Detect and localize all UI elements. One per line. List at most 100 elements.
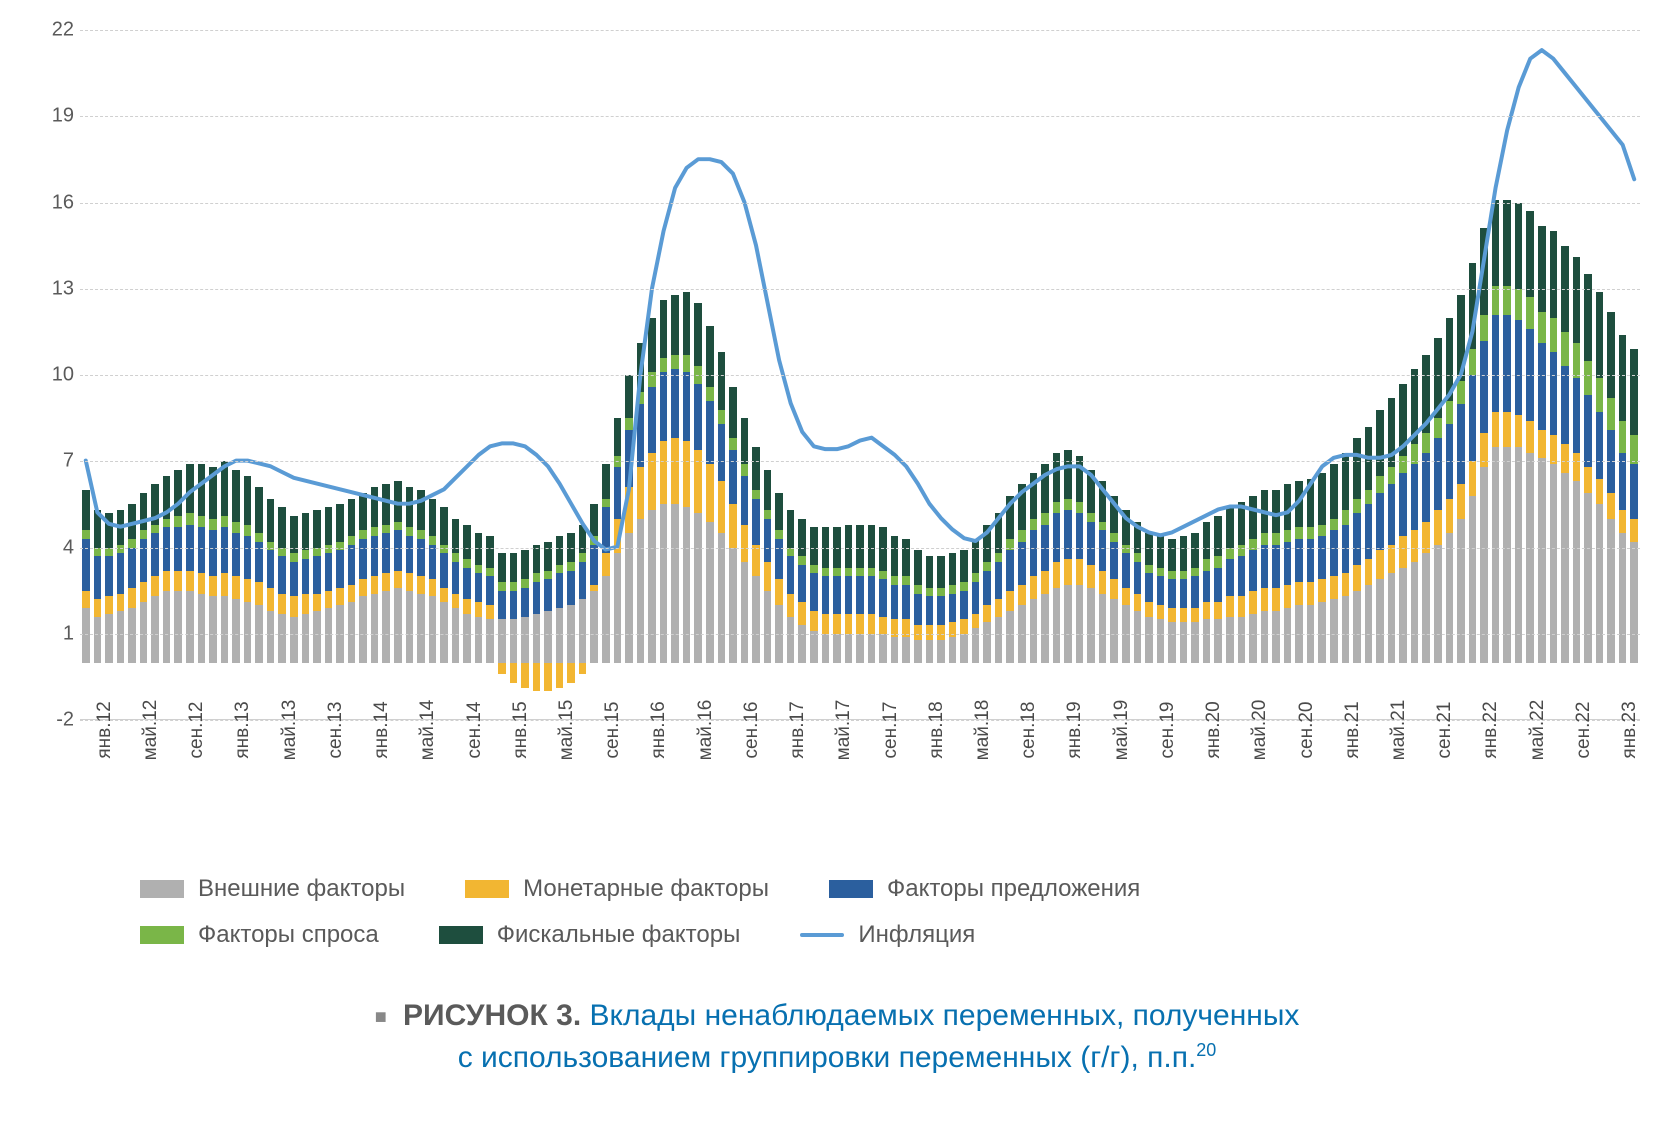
bar-segment-monetary bbox=[440, 588, 448, 602]
bar-segment-monetary bbox=[764, 562, 772, 591]
bar-segment-demand bbox=[706, 387, 714, 401]
bar-segment-fiscal bbox=[1110, 496, 1118, 533]
bar-segment-monetary bbox=[1087, 565, 1095, 588]
bar-segment-external bbox=[1168, 622, 1176, 662]
bar-segment-supply bbox=[972, 582, 980, 614]
bar-segment-demand bbox=[140, 530, 148, 539]
legend-label: Монетарные факторы bbox=[523, 875, 769, 903]
legend-item: Инфляция bbox=[800, 921, 975, 949]
bar-segment-monetary bbox=[105, 596, 113, 613]
bar-segment-monetary bbox=[82, 591, 90, 608]
bar-segment-fiscal bbox=[221, 461, 229, 516]
bar-segment-demand bbox=[128, 539, 136, 548]
bar-segment-external bbox=[1342, 596, 1350, 662]
bar-segment-demand bbox=[313, 548, 321, 557]
bar-segment-supply bbox=[926, 596, 934, 625]
bar-segment-monetary bbox=[255, 582, 263, 605]
bar-segment-supply bbox=[683, 372, 691, 441]
bar-segment-demand bbox=[325, 545, 333, 554]
bar-segment-fiscal bbox=[1492, 200, 1500, 286]
bar-segment-demand bbox=[891, 576, 899, 585]
bar-segment-supply bbox=[1099, 530, 1107, 570]
bar-segment-supply bbox=[336, 550, 344, 587]
bar-segment-external bbox=[960, 634, 968, 663]
bar-segment-external bbox=[1053, 588, 1061, 663]
bar-segment-fiscal bbox=[94, 510, 102, 547]
legend-label: Фискальные факторы bbox=[497, 921, 741, 949]
bar-segment-monetary bbox=[729, 504, 737, 547]
bar-segment-monetary bbox=[1064, 559, 1072, 585]
bar-segment-external bbox=[140, 602, 148, 662]
bar-segment-monetary bbox=[1006, 591, 1014, 611]
bar-segment-demand bbox=[382, 525, 390, 534]
bar-segment-supply bbox=[1469, 375, 1477, 461]
bar-segment-fiscal bbox=[498, 553, 506, 582]
bar-segment-external bbox=[671, 504, 679, 662]
x-tick-label: янв.21 bbox=[1342, 701, 1364, 758]
bar-segment-fiscal bbox=[1411, 369, 1419, 444]
legend-swatch bbox=[465, 880, 509, 898]
bar-segment-external bbox=[1411, 562, 1419, 663]
bar-segment-external bbox=[787, 617, 795, 663]
bar-segment-external bbox=[1457, 519, 1465, 663]
bar-segment-monetary bbox=[694, 450, 702, 513]
bar-segment-demand bbox=[822, 568, 830, 577]
caption-text-2: с использованием группировки переменных … bbox=[458, 1041, 1197, 1074]
bar-segment-monetary bbox=[1353, 565, 1361, 591]
bar-segment-external bbox=[902, 637, 910, 663]
bar-segment-external bbox=[752, 576, 760, 662]
y-tick-label: 10 bbox=[52, 364, 74, 387]
bar-segment-supply bbox=[1515, 320, 1523, 415]
bar-segment-demand bbox=[845, 568, 853, 577]
bar-segment-external bbox=[1087, 588, 1095, 663]
bar-segment-supply bbox=[359, 539, 367, 579]
bar-segment-supply bbox=[648, 387, 656, 453]
bar-segment-demand bbox=[209, 519, 217, 531]
bar-segment-demand bbox=[1365, 490, 1373, 504]
bar-segment-demand bbox=[1191, 568, 1199, 577]
x-tick-label: май.15 bbox=[556, 700, 578, 761]
bar-segment-supply bbox=[1630, 464, 1638, 519]
legend-label: Внешние факторы bbox=[198, 875, 405, 903]
bar-segment-demand bbox=[278, 548, 286, 557]
bar-segment-demand bbox=[949, 585, 957, 594]
bar-segment-fiscal bbox=[174, 470, 182, 516]
bar-segment-external bbox=[1607, 519, 1615, 663]
bar-segment-fiscal bbox=[232, 470, 240, 522]
legend-swatch bbox=[140, 880, 184, 898]
bar-segment-monetary bbox=[1249, 591, 1257, 614]
bar-segment-supply bbox=[937, 596, 945, 625]
bar-segment-monetary bbox=[1376, 550, 1384, 579]
bar-segment-external bbox=[1538, 458, 1546, 662]
bar-segment-supply bbox=[406, 536, 414, 573]
bar-segment-monetary bbox=[209, 576, 217, 596]
bar-segment-monetary bbox=[1203, 602, 1211, 619]
plot-area bbox=[80, 30, 1640, 720]
bar-segment-demand bbox=[510, 582, 518, 591]
bar-segment-fiscal bbox=[521, 550, 529, 579]
bar-segment-external bbox=[1573, 481, 1581, 662]
bar-segment-monetary bbox=[1619, 510, 1627, 533]
bar-segment-supply bbox=[856, 576, 864, 613]
bar-segment-external bbox=[486, 619, 494, 662]
bar-segment-demand bbox=[602, 499, 610, 508]
bar-segment-demand bbox=[1469, 349, 1477, 375]
legend-item: Фискальные факторы bbox=[439, 921, 741, 949]
bar-segment-monetary bbox=[868, 614, 876, 634]
bar-segment-external bbox=[798, 625, 806, 662]
bar-segment-monetary bbox=[325, 591, 333, 608]
bar-segment-fiscal bbox=[718, 352, 726, 410]
bar-segment-external bbox=[660, 504, 668, 662]
bar-segment-external bbox=[198, 594, 206, 663]
gridline bbox=[80, 203, 1640, 204]
bar-segment-demand bbox=[1561, 332, 1569, 367]
bar-segment-external bbox=[764, 591, 772, 663]
bar-segment-monetary bbox=[683, 441, 691, 507]
bar-segment-external bbox=[1030, 599, 1038, 662]
bar-segment-external bbox=[221, 596, 229, 662]
bar-segment-monetary bbox=[1330, 576, 1338, 599]
bar-segment-monetary bbox=[1157, 605, 1165, 619]
bar-segment-monetary bbox=[995, 599, 1003, 616]
y-tick-label: 19 bbox=[52, 105, 74, 128]
bar-segment-monetary bbox=[394, 571, 402, 588]
